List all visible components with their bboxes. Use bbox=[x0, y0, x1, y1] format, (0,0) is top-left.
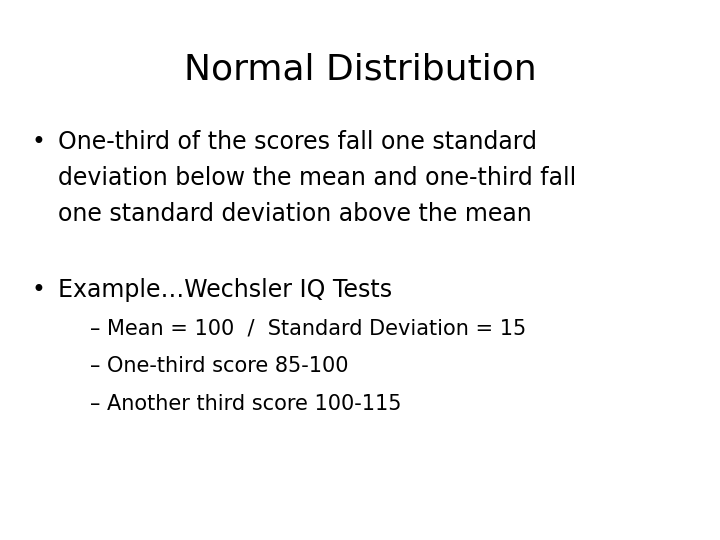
Text: One-third of the scores fall one standard: One-third of the scores fall one standar… bbox=[58, 130, 537, 154]
Text: – One-third score 85-100: – One-third score 85-100 bbox=[90, 356, 348, 376]
Text: – Mean = 100  /  Standard Deviation = 15: – Mean = 100 / Standard Deviation = 15 bbox=[90, 318, 526, 338]
Text: deviation below the mean and one-third fall: deviation below the mean and one-third f… bbox=[58, 166, 576, 190]
Text: one standard deviation above the mean: one standard deviation above the mean bbox=[58, 202, 532, 226]
Text: •: • bbox=[31, 278, 45, 302]
Text: •: • bbox=[31, 130, 45, 154]
Text: Normal Distribution: Normal Distribution bbox=[184, 52, 536, 86]
Text: – Another third score 100-115: – Another third score 100-115 bbox=[90, 394, 402, 414]
Text: Example…Wechsler IQ Tests: Example…Wechsler IQ Tests bbox=[58, 278, 392, 302]
